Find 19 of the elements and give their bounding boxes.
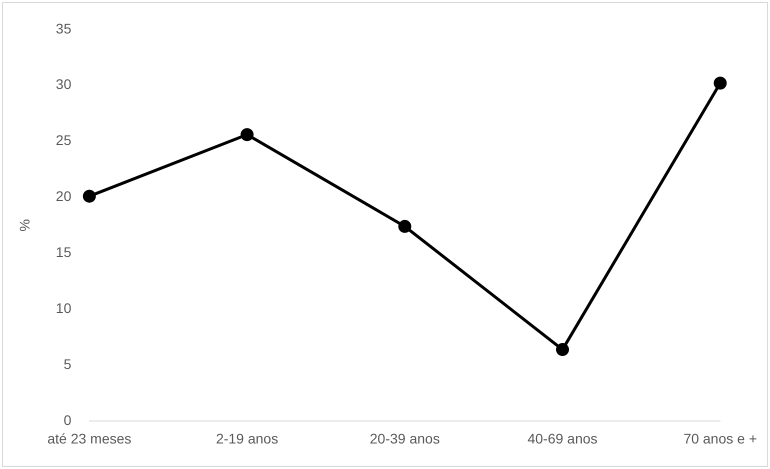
x-tick-label: 20-39 anos xyxy=(370,430,440,446)
x-tick-label: 2-19 anos xyxy=(216,430,278,446)
y-tick-label: 25 xyxy=(56,132,72,148)
point xyxy=(82,190,96,203)
point xyxy=(556,343,570,356)
y-tick-label: 35 xyxy=(56,20,72,36)
point xyxy=(398,220,412,233)
y-tick-label: 15 xyxy=(56,244,72,260)
y-axis-title: % xyxy=(16,219,32,232)
x-tick-label: 40-69 anos xyxy=(527,430,598,446)
y-tick-label: 0 xyxy=(64,412,72,428)
y-tick-label: 5 xyxy=(64,356,72,372)
x-tick-label: 70 anos e + xyxy=(683,430,757,446)
y-tick-label: 10 xyxy=(56,300,72,316)
y-tick-label: 30 xyxy=(56,76,72,92)
point xyxy=(714,76,727,90)
point xyxy=(240,128,254,142)
x-tick-label: até 23 meses xyxy=(47,430,132,446)
y-tick-label: 20 xyxy=(56,188,72,204)
